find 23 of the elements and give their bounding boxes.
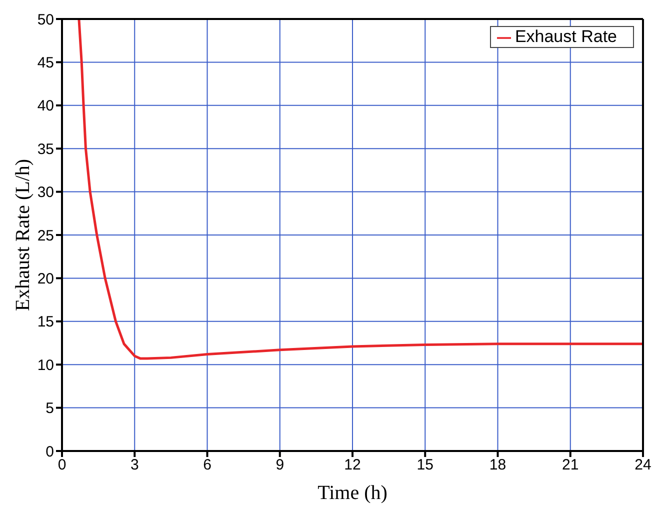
y-tick-label: 20 (37, 270, 54, 288)
y-tick-label: 30 (37, 184, 54, 202)
x-tick-label: 18 (489, 456, 506, 474)
x-tick-label: 9 (276, 456, 284, 474)
y-tick-label: 10 (37, 356, 54, 374)
x-tick-label: 15 (416, 456, 434, 474)
y-tick-label: 45 (37, 54, 54, 72)
y-tick-label: 35 (37, 140, 54, 158)
legend-label: Exhaust Rate (514, 27, 617, 46)
y-axis-title: Exhaust Rate (L/h) (12, 158, 34, 312)
x-tick-label: 6 (203, 456, 212, 474)
x-tick-label: 0 (58, 456, 66, 474)
y-tick-label: 15 (37, 314, 54, 331)
x-tick-label: 12 (344, 456, 361, 474)
y-tick-label: 40 (37, 98, 54, 115)
y-tick-label: 0 (46, 443, 54, 460)
x-tick-label: 3 (130, 456, 139, 474)
y-tick-label: 5 (46, 400, 54, 418)
x-tick-label: 24 (634, 456, 652, 474)
line-series (78, 19, 643, 360)
y-tick-label: 50 (37, 11, 54, 28)
y-tick-label: 25 (37, 227, 54, 244)
x-tick-label: 21 (562, 456, 579, 474)
